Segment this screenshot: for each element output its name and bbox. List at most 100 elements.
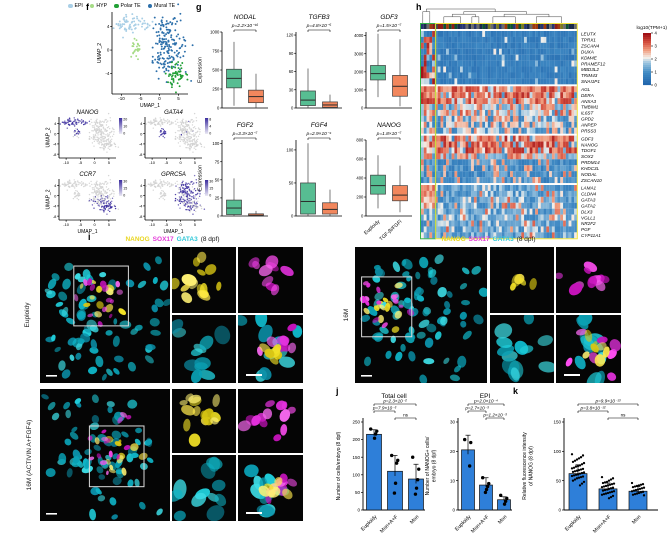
svg-text:p=1.8×10⁻⁷: p=1.8×10⁻⁷ [376,131,402,137]
microscopy-image-yellow [490,247,554,313]
svg-text:0: 0 [123,132,125,136]
panel-label-k: k [513,386,519,396]
svg-text:15: 15 [209,187,213,191]
svg-text:p=2.9×10⁻⁴: p=2.9×10⁻⁴ [306,131,332,137]
microscopy-image-cyan [172,315,236,383]
svg-text:-10: -10 [118,96,125,101]
heatmap-dendrogram [422,8,562,23]
svg-text:500: 500 [212,68,220,73]
svg-text:0: 0 [180,160,183,165]
feature-plot-ccr7: CCR7 -10 -5 0 5 4 0 -4 -8 30 15 0 UMAP_1 UMAP_2 [46,172,128,235]
svg-text:Mon+A+F: Mon+A+F [470,514,490,534]
svg-text:250: 250 [212,87,220,92]
svg-text:-5: -5 [165,160,169,165]
panel-label-f: f [86,2,89,12]
svg-text:CCR7: CCR7 [79,172,96,178]
svg-text:GATA4: GATA4 [164,110,183,116]
svg-text:IL6ST: IL6ST [581,111,594,116]
stain-caption-word: NANOG [125,236,150,243]
svg-text:Number of NANOG+ cells/: Number of NANOG+ cells/ [425,436,431,495]
svg-text:-4: -4 [105,71,109,76]
svg-text:DERA: DERA [581,93,594,98]
svg-text:LEUTX: LEUTX [581,32,597,37]
svg-text:p=2.7×10⁻³: p=2.7×10⁻³ [464,406,489,411]
microscopy-image-magenta [238,389,303,453]
svg-text:KDM4E: KDM4E [581,55,598,60]
microscopy-image-merge [238,315,303,383]
umap-cluster-legend: EPI HYP Polar TE Mural TE [68,3,175,9]
svg-text:4: 4 [140,121,143,126]
svg-text:4: 4 [54,183,57,188]
svg-text:90: 90 [289,51,294,56]
svg-text:8: 8 [209,118,211,122]
panel-label-h: h [416,2,422,12]
svg-text:FGF2: FGF2 [237,122,254,129]
svg-text:30: 30 [289,87,294,92]
svg-text:-10: -10 [149,222,156,227]
expression-heatmap: LEUTXTPRX1ZSCAN4DUXAKDM4EPRAMEF12MBD3L2T… [420,23,606,240]
heatmap-colorbar: log10(TPM+1)4 3 2 1 0 [636,25,667,88]
svg-text:p=9.9×10⁻¹³: p=9.9×10⁻¹³ [595,399,621,404]
svg-text:2000: 2000 [354,69,364,74]
svg-text:PRAMEF12: PRAMEF12 [581,61,606,66]
legend-item: Mural TE [147,3,176,9]
svg-text:p=4.8×10⁻⁵: p=4.8×10⁻⁵ [306,23,332,29]
svg-text:2: 2 [655,57,658,62]
svg-text:600: 600 [356,157,364,162]
stain-caption-word: SOX17 [152,236,174,243]
svg-text:150: 150 [352,455,360,460]
boxplot-tgfb3: TGFB3 p=4.8×10⁻⁵ 0 30 60 90 120 [286,14,342,111]
svg-text:SOX2: SOX2 [581,154,594,159]
svg-text:20: 20 [123,118,127,122]
svg-text:NANOG: NANOG [377,122,401,129]
svg-text:p=1.2×10⁻³: p=1.2×10⁻³ [482,413,507,418]
svg-text:30: 30 [209,180,213,184]
svg-text:Euploidy: Euploidy [363,219,382,237]
svg-text:ZSCAN4: ZSCAN4 [580,44,600,49]
svg-text:0: 0 [209,132,211,136]
svg-text:NODAL: NODAL [581,172,597,177]
microscopy-image-large [40,389,170,521]
svg-text:Mon: Mon [497,514,508,525]
svg-text:5: 5 [177,96,180,101]
svg-text:0: 0 [361,106,364,111]
svg-text:Number of cells/embryo (8 dpf): Number of cells/embryo (8 dpf) [336,431,342,500]
stain-caption-word: SOX17 [468,236,490,243]
svg-text:SNAI1P1: SNAI1P1 [581,79,600,84]
svg-text:GDF3: GDF3 [581,136,594,141]
svg-text:50: 50 [215,177,220,182]
svg-text:ANXA3: ANXA3 [580,99,597,104]
svg-text:VGLL1: VGLL1 [581,215,596,220]
stain-caption-word: GATA3 [176,236,198,243]
legend-label: EPI [74,3,83,9]
svg-text:UMAP_1: UMAP_1 [140,103,160,109]
svg-text:0: 0 [291,106,294,111]
svg-text:of NANOG (8 dpf): of NANOG (8 dpf) [529,446,535,486]
svg-text:NANOG: NANOG [76,110,98,116]
svg-text:-10: -10 [63,160,70,165]
svg-text:75: 75 [215,159,220,164]
svg-text:TRIM43: TRIM43 [581,73,598,78]
svg-text:AGL: AGL [580,87,591,92]
legend-label: Mural TE [154,3,176,9]
legend-color-dot [68,3,73,9]
svg-text:0: 0 [180,222,183,227]
svg-text:p=1.5×10⁻⁷: p=1.5×10⁻⁷ [376,23,402,29]
svg-text:3000: 3000 [354,51,364,56]
svg-text:-5: -5 [138,96,142,101]
svg-text:TPRX1: TPRX1 [581,38,596,43]
svg-text:4: 4 [655,31,658,36]
legend-label: HYP [96,3,108,9]
svg-text:PGF: PGF [581,227,592,232]
stain-caption-right: NANOG SOX17 GATA3 (8 dpf) [355,236,622,244]
svg-text:MBD3L2: MBD3L2 [581,67,599,72]
svg-text:GATA3: GATA3 [581,198,596,203]
svg-text:25: 25 [215,196,220,201]
svg-text:-8: -8 [53,152,57,157]
svg-text:-5: -5 [79,222,83,227]
microscopy-image-merge [556,315,621,383]
feature-plot-gprc5a: GPRC5A -10 -5 0 5 4 0 -4 -8 30 15 0 UMAP_1 [139,172,213,235]
